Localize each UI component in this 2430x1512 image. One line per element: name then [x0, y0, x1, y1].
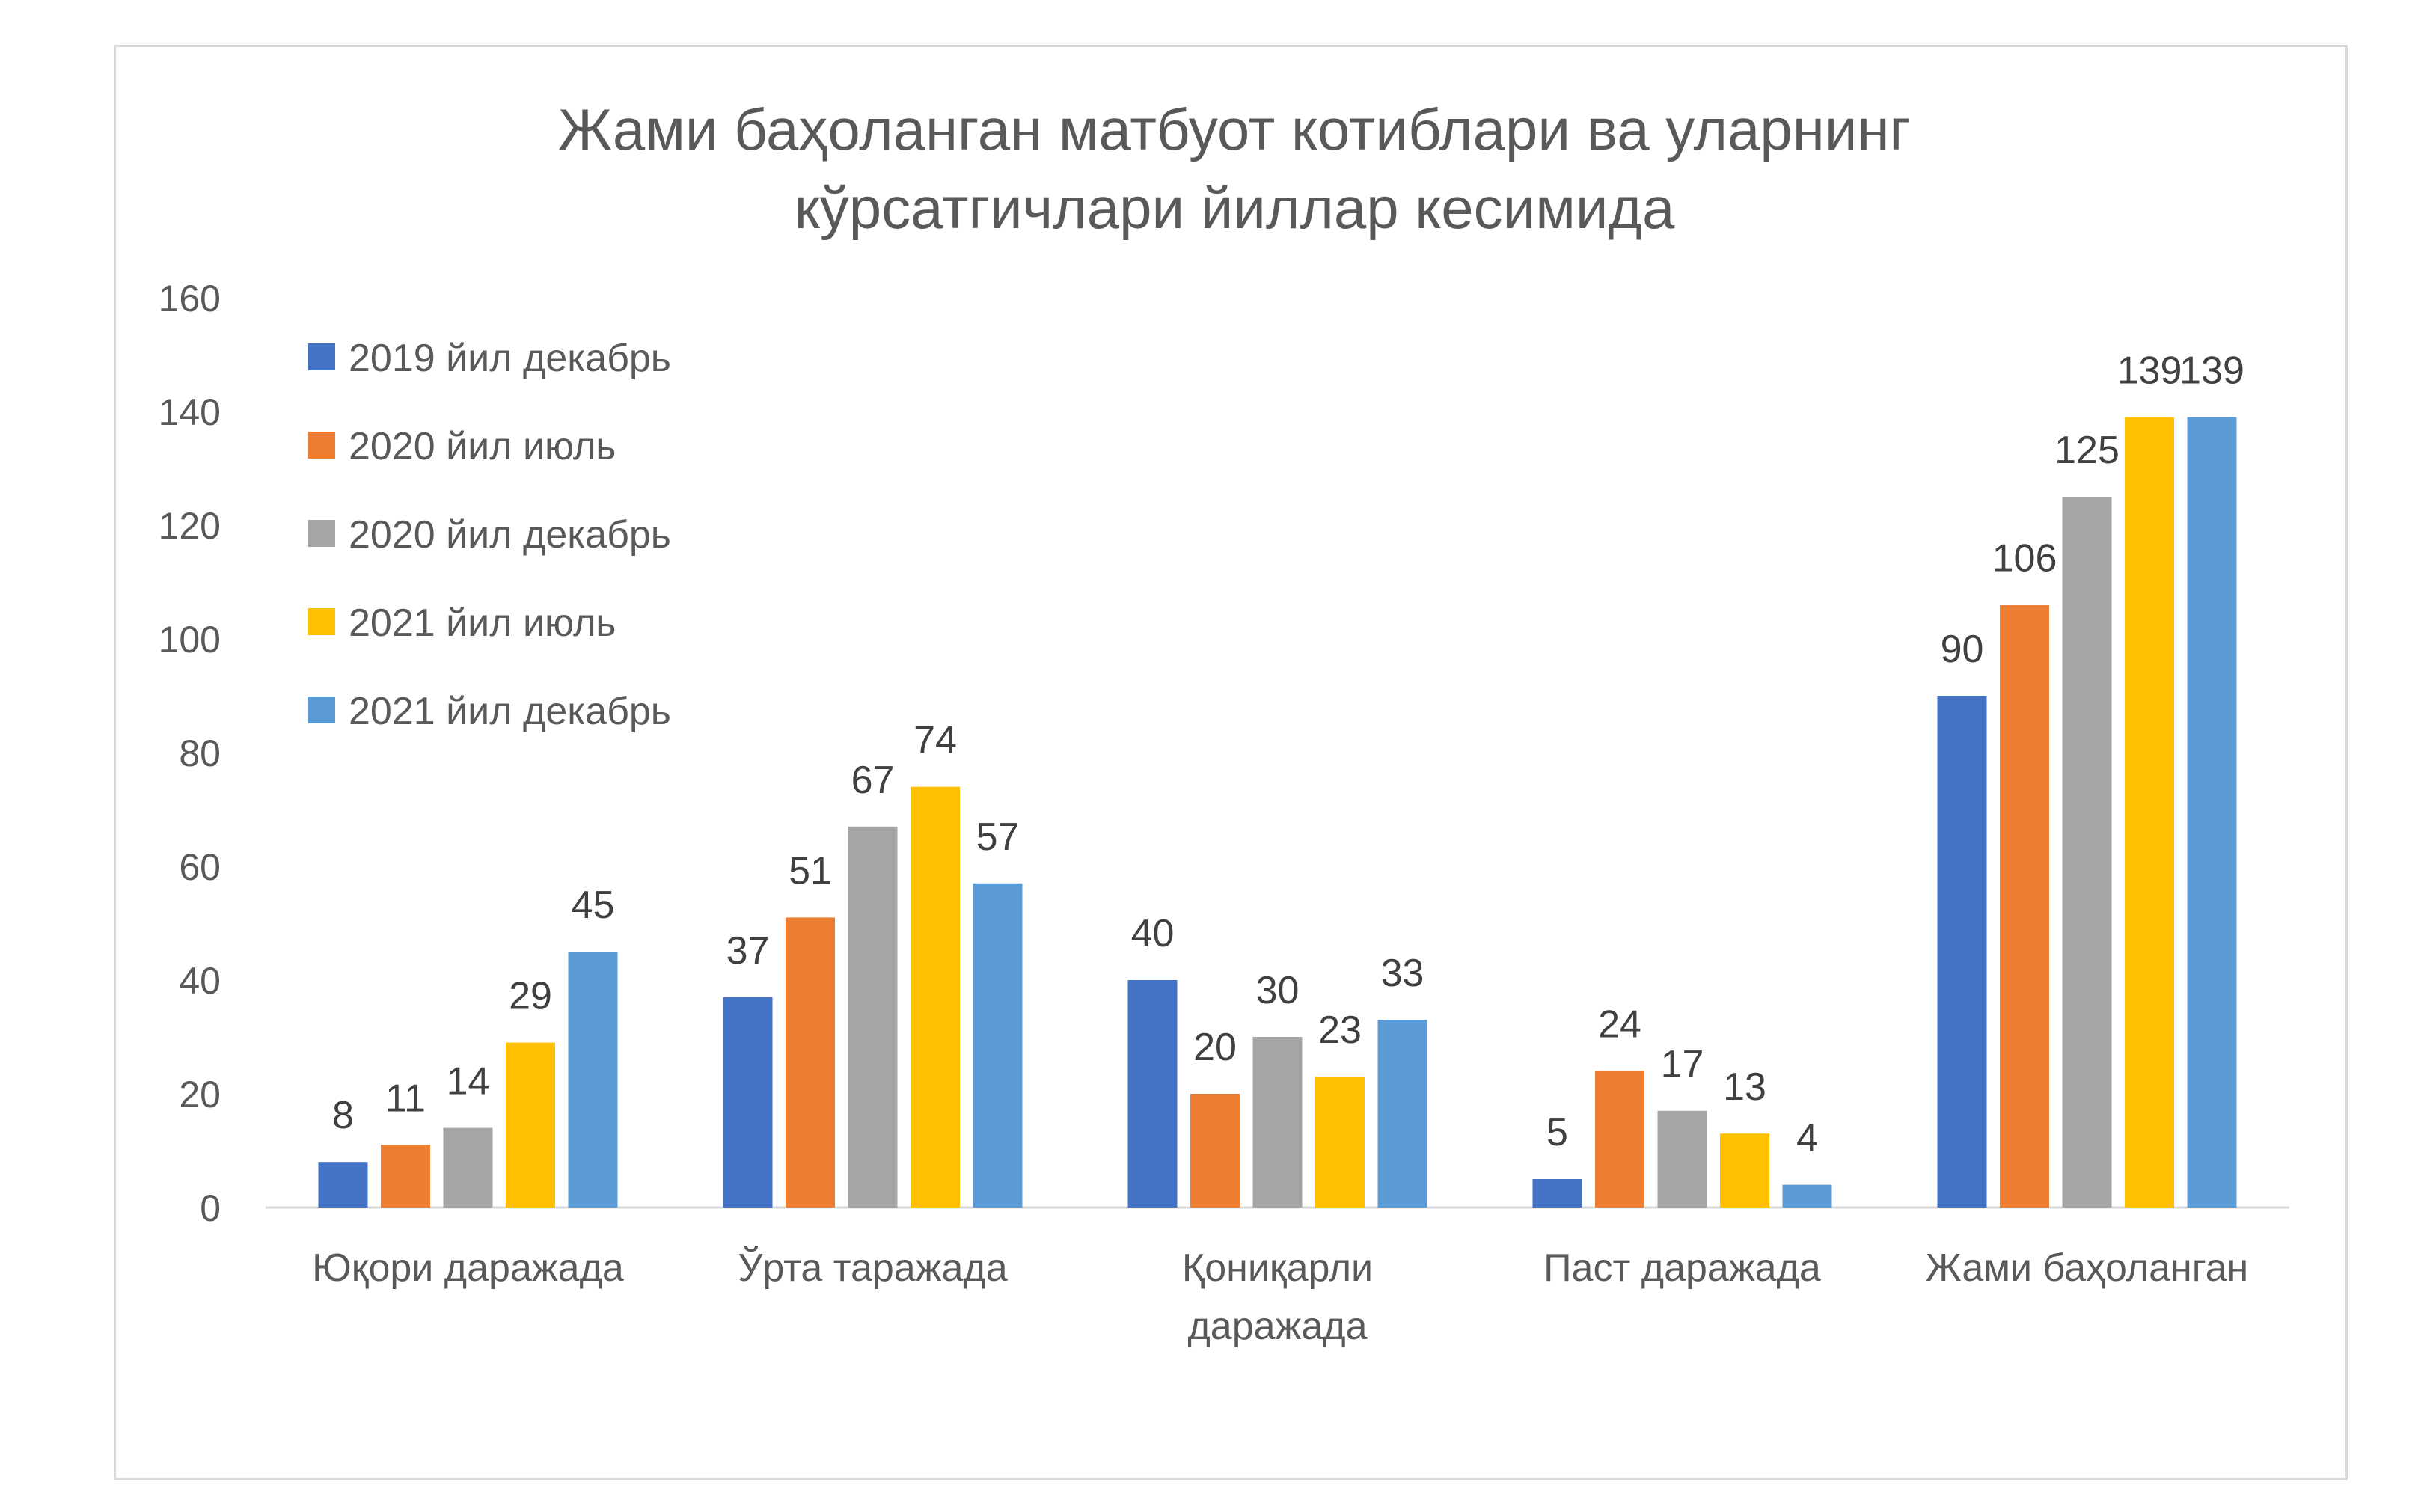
- data-label: 139: [2179, 349, 2244, 393]
- x-tick-label: даражада: [1187, 1305, 1367, 1348]
- data-label: 29: [509, 975, 552, 1018]
- x-tick-label: Юқори даражада: [312, 1246, 624, 1290]
- y-tick-label: 120: [159, 505, 221, 547]
- x-tick-label: Паст даражада: [1543, 1246, 1821, 1290]
- data-label: 74: [913, 719, 957, 762]
- data-label: 4: [1796, 1117, 1818, 1160]
- bar: [1937, 696, 1987, 1208]
- bar: [848, 826, 898, 1208]
- legend-label: 2021 йил декабрь: [349, 690, 671, 733]
- data-label: 45: [572, 884, 615, 927]
- data-label: 23: [1318, 1008, 1362, 1052]
- data-label: 106: [1992, 536, 2057, 580]
- data-label: 8: [332, 1094, 354, 1137]
- data-label: 20: [1193, 1026, 1237, 1069]
- legend-label: 2020 йил декабрь: [349, 513, 671, 557]
- data-label: 11: [385, 1077, 426, 1120]
- data-label: 17: [1661, 1043, 1704, 1086]
- y-tick-label: 140: [159, 391, 221, 433]
- legend: 2019 йил декабрь 2020 йил июль 2020 йил де…: [308, 337, 671, 733]
- chart-title-line: Жами баҳоланган матбуот котиблари ва ула…: [558, 97, 1911, 162]
- plot-area: [266, 417, 2289, 1209]
- legend-swatch: [308, 520, 335, 547]
- bar: [911, 786, 960, 1208]
- legend-swatch: [308, 697, 335, 723]
- bar: [318, 1162, 368, 1208]
- data-label: 24: [1598, 1003, 1641, 1047]
- x-tick-label: Жами баҳоланган: [1926, 1246, 2249, 1290]
- bar: [1127, 980, 1178, 1208]
- bar: [568, 952, 618, 1208]
- data-label: 5: [1546, 1111, 1568, 1154]
- legend-label: 2021 йил июль: [349, 602, 616, 645]
- y-tick-label: 0: [200, 1187, 221, 1229]
- x-tick-label: Қониқарли: [1182, 1246, 1373, 1290]
- bar: [381, 1145, 430, 1208]
- data-label: 57: [976, 815, 1020, 859]
- bar: [1595, 1071, 1644, 1208]
- bar: [1532, 1179, 1582, 1208]
- data-label: 30: [1256, 969, 1300, 1012]
- y-tick-label: 100: [159, 619, 221, 661]
- y-tick-label: 160: [159, 278, 221, 319]
- bar: [443, 1127, 493, 1208]
- bar: [2000, 605, 2049, 1208]
- bar: [723, 997, 773, 1208]
- bar: [1252, 1037, 1303, 1208]
- bar: [1315, 1077, 1365, 1208]
- legend-swatch: [308, 608, 335, 635]
- y-tick-label: 80: [179, 732, 221, 774]
- chart-title: Жами баҳоланган матбуот котиблари ва ула…: [558, 97, 1911, 241]
- bar: [2187, 417, 2237, 1208]
- data-label: 14: [447, 1060, 490, 1104]
- y-tick-label: 20: [179, 1074, 221, 1115]
- x-tick-label: Ўрта таражада: [738, 1246, 1007, 1290]
- bar: [2125, 417, 2174, 1208]
- legend-swatch: [308, 432, 335, 459]
- y-tick-label: 40: [179, 960, 221, 1002]
- data-label: 125: [2054, 429, 2120, 472]
- data-label: 67: [851, 759, 895, 802]
- data-label: 139: [2117, 349, 2182, 393]
- x-axis: Юқори даражада Ўрта таражада Қониқарли дара…: [312, 1246, 2248, 1348]
- legend-label: 2019 йил декабрь: [349, 337, 671, 380]
- bar: [1190, 1094, 1240, 1208]
- legend-label: 2020 йил июль: [349, 425, 616, 468]
- data-labels: 8 37 40 5 90 11 51 20 24 106 14 67 30 17 125 29 74 23 13 13…: [332, 349, 2244, 1160]
- data-label: 51: [789, 849, 832, 893]
- data-label: 90: [1941, 628, 1984, 671]
- bar: [1657, 1110, 1707, 1208]
- bar: [506, 1042, 555, 1208]
- legend-swatch: [308, 343, 335, 370]
- bar: [1720, 1133, 1769, 1208]
- bar: [786, 917, 835, 1208]
- data-label: 37: [726, 929, 770, 973]
- bar: [973, 883, 1023, 1208]
- bar: [1782, 1184, 1832, 1208]
- data-label: 13: [1723, 1065, 1766, 1109]
- data-label: 33: [1381, 952, 1424, 995]
- data-label: 40: [1131, 912, 1175, 955]
- bar: [2062, 497, 2112, 1208]
- y-axis: 0 20 40 60 80 100 120 140 160: [159, 278, 221, 1229]
- bar: [1377, 1020, 1427, 1208]
- chart-title-line: кўрсатгичлари йиллар кесимида: [795, 175, 1675, 241]
- y-tick-label: 60: [179, 846, 221, 888]
